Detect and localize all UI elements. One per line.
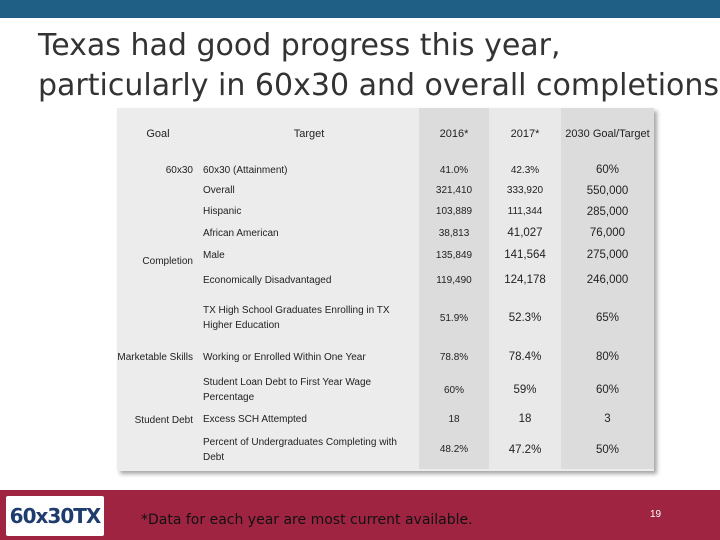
logo-text: 60x30TX <box>9 504 102 528</box>
value-2030: 246,000 <box>561 266 654 294</box>
value-2030: 65% <box>561 294 654 342</box>
value-2017: 18 <box>489 408 561 430</box>
header-target: Target <box>293 128 325 140</box>
goal-marketable-skills: Marketable Skills <box>117 351 193 363</box>
slide-title-line1: Texas had good progress this year, <box>38 28 561 63</box>
value-2017: 124,178 <box>489 266 561 294</box>
value-2016: 38,813 <box>419 222 489 244</box>
target-label: Percent of Undergraduates Completing wit… <box>203 436 397 463</box>
header-2016: 2016* <box>419 108 489 160</box>
table-row: Percent of Undergraduates Completing wit… <box>117 430 654 469</box>
value-2017: 141,564 <box>489 244 561 266</box>
footnote: *Data for each year are most current ava… <box>141 512 473 528</box>
value-2017: 111,344 <box>489 201 561 222</box>
value-2030: 60% <box>561 372 654 408</box>
target-label: Male <box>203 249 225 261</box>
target-label: Hispanic <box>203 206 242 217</box>
table-row: Marketable Skills Working or Enrolled Wi… <box>117 342 654 372</box>
value-2016: 78.8% <box>419 342 489 372</box>
slide-title-line2: particularly in 60x30 and overall comple… <box>38 68 720 103</box>
table-row: Economically Disadvantaged 119,490 124,1… <box>117 266 654 294</box>
slide-number: 19 <box>650 509 662 520</box>
header-2017: 2017* <box>489 108 561 160</box>
target-label: TX High School Graduates Enrolling in TX… <box>203 305 390 331</box>
value-2017: 333,920 <box>489 180 561 201</box>
value-2017: 47.2% <box>489 430 561 469</box>
target-label: Working or Enrolled Within One Year <box>203 351 366 363</box>
progress-table: Goal Target 2016* 2017* 2030 Goal/Target… <box>117 108 654 469</box>
value-2016: 60% <box>419 372 489 408</box>
table-row: 60x30 60x30 (Attainment) 41.0% 42.3% 60% <box>117 160 654 180</box>
value-2016: 41.0% <box>419 160 489 180</box>
value-2016: 321,410 <box>419 180 489 201</box>
table-row: TX High School Graduates Enrolling in TX… <box>117 294 654 342</box>
value-2017: 59% <box>489 372 561 408</box>
value-2016: 51.9% <box>419 294 489 342</box>
target-label: Overall <box>203 185 235 196</box>
value-2016: 119,490 <box>419 266 489 294</box>
value-2017: 78.4% <box>489 342 561 372</box>
goal-student-debt: Student Debt <box>134 415 193 426</box>
top-accent-bar <box>0 0 720 18</box>
value-2016: 135,849 <box>419 244 489 266</box>
header-2030: 2030 Goal/Target <box>561 108 654 160</box>
progress-table-panel: Goal Target 2016* 2017* 2030 Goal/Target… <box>117 108 654 471</box>
value-2017: 41,027 <box>489 222 561 244</box>
table-row: African American 38,813 41,027 76,000 <box>117 222 654 244</box>
value-2017: 52.3% <box>489 294 561 342</box>
table-row: Hispanic 103,889 111,344 285,000 <box>117 201 654 222</box>
table-row: Excess SCH Attempted 18 18 3 <box>117 408 654 430</box>
value-2030: 60% <box>561 160 654 180</box>
value-2030: 275,000 <box>561 244 654 266</box>
table-row: Male 135,849 141,564 275,000 <box>117 244 654 266</box>
value-2030: 3 <box>561 408 654 430</box>
value-2016: 103,889 <box>419 201 489 222</box>
slide-title: Texas had good progress this year, parti… <box>38 26 720 106</box>
value-2030: 76,000 <box>561 222 654 244</box>
value-2030: 50% <box>561 430 654 469</box>
value-2030: 550,000 <box>561 180 654 201</box>
value-2030: 285,000 <box>561 201 654 222</box>
value-2017: 42.3% <box>489 160 561 180</box>
target-label: Excess SCH Attempted <box>203 413 307 425</box>
value-2016: 18 <box>419 408 489 430</box>
goal-completion: Completion <box>142 255 193 267</box>
table-row: Student Debt Student Loan Debt to First … <box>117 372 654 426</box>
header-goal: Goal <box>146 128 170 140</box>
target-label: 60x30 (Attainment) <box>203 164 288 176</box>
table-row: Completion Overall 321,410 333,920 550,0… <box>117 180 654 267</box>
60x30tx-logo: 60x30TX <box>6 496 104 536</box>
table-header-row: Goal Target 2016* 2017* 2030 Goal/Target <box>117 108 654 160</box>
target-label: Economically Disadvantaged <box>203 274 332 286</box>
value-2016: 48.2% <box>419 430 489 469</box>
target-label: Student Loan Debt to First Year Wage Per… <box>203 377 372 403</box>
goal-60x30: 60x30 <box>165 164 193 176</box>
value-2030: 80% <box>561 342 654 372</box>
bottom-accent-bar <box>0 490 720 540</box>
target-label: African American <box>203 227 279 239</box>
